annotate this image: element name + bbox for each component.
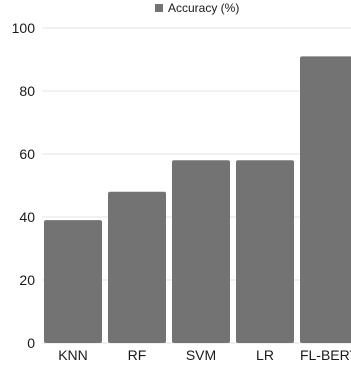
- x-axis-ticks: KNN RF SVM LR FL-BERT: [58, 347, 351, 363]
- bar-fl-bert: [300, 56, 351, 343]
- y-tick-label: 40: [19, 209, 35, 225]
- bar-svm: [172, 160, 230, 343]
- y-tick-label: 100: [12, 20, 36, 36]
- x-tick-label: RF: [128, 347, 147, 363]
- y-tick-label: 60: [19, 146, 35, 162]
- x-tick-label: FL-BERT: [300, 347, 351, 363]
- y-tick-label: 80: [19, 83, 35, 99]
- x-tick-label: KNN: [58, 347, 88, 363]
- y-axis-ticks: 0 20 40 60 80 100: [12, 20, 36, 351]
- legend-label: Accuracy (%): [168, 1, 239, 15]
- x-tick-label: LR: [256, 347, 274, 363]
- legend: Accuracy (%): [155, 1, 239, 15]
- bar-rf: [108, 191, 166, 343]
- x-tick-label: SVM: [186, 347, 216, 363]
- bar-lr: [236, 160, 294, 343]
- bars: [44, 56, 351, 343]
- legend-swatch: [155, 4, 163, 12]
- y-tick-label: 0: [27, 335, 35, 351]
- bar-knn: [44, 220, 102, 343]
- y-tick-label: 20: [19, 272, 35, 288]
